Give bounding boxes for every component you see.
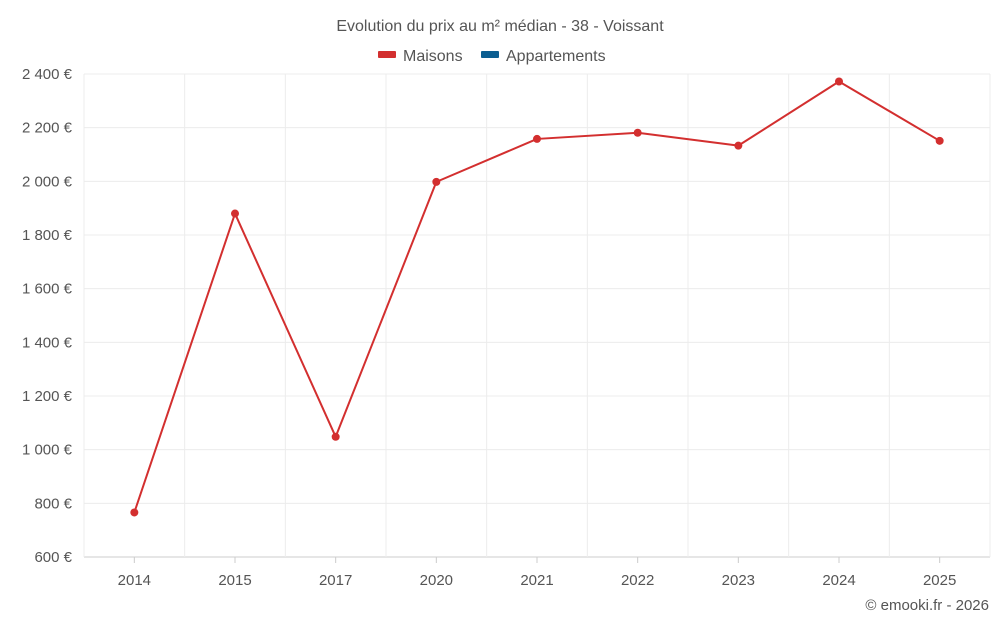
x-tick-label: 2021 [520, 572, 553, 589]
x-tick-label: 2014 [118, 572, 151, 589]
series-maisons [130, 77, 944, 517]
x-tick-label: 2024 [822, 572, 855, 589]
chart-title: Evolution du prix au m² médian - 38 - Vo… [336, 18, 664, 35]
data-point-maisons[interactable] [835, 77, 843, 86]
data-point-maisons[interactable] [432, 177, 441, 186]
x-tick-label: 2020 [420, 572, 453, 589]
y-axis: 600 € 800 € 1 000 € 1 200 € 1 400 € 1 600 € 1 … [22, 66, 73, 566]
data-point-maisons[interactable] [231, 209, 239, 218]
y-tick-label: 800 € [34, 495, 72, 512]
legend-item-maisons[interactable]: Maisons [378, 48, 463, 65]
y-tick-label: 1 600 € [22, 281, 73, 298]
y-tick-label: 1 200 € [22, 388, 73, 405]
grid [83, 73, 991, 558]
legend-item-appartements[interactable]: Appartements [481, 48, 606, 65]
x-tick-label: 2022 [621, 572, 654, 589]
legend-swatch-appartements [481, 51, 499, 58]
y-tick-label: 1 400 € [22, 334, 73, 351]
y-tick-label: 2 200 € [22, 120, 73, 137]
x-tick-label: 2023 [722, 572, 755, 589]
y-tick-label: 1 000 € [22, 442, 73, 459]
credit-text: © emooki.fr - 2026 [865, 597, 989, 614]
y-tick-label: 2 000 € [22, 173, 73, 190]
x-tick-label: 2015 [218, 572, 251, 589]
legend-swatch-maisons [378, 51, 396, 58]
legend: Maisons Appartements [378, 48, 606, 65]
legend-label-maisons: Maisons [403, 48, 463, 65]
data-point-maisons[interactable] [130, 508, 139, 517]
x-axis: 2014 2015 2017 2020 2021 2022 2023 2024 2025 [118, 557, 956, 589]
data-point-maisons[interactable] [633, 128, 642, 137]
legend-label-appartements: Appartements [506, 48, 606, 65]
y-tick-label: 2 400 € [22, 66, 73, 83]
x-tick-label: 2025 [923, 572, 956, 589]
y-tick-label: 1 800 € [22, 227, 73, 244]
x-tick-label: 2017 [319, 572, 352, 589]
data-point-maisons[interactable] [331, 432, 340, 441]
series-line-maisons [133, 80, 941, 513]
data-point-maisons[interactable] [533, 134, 541, 143]
y-tick-label: 600 € [34, 549, 72, 566]
data-point-maisons[interactable] [734, 141, 743, 150]
data-point-maisons[interactable] [935, 136, 944, 145]
